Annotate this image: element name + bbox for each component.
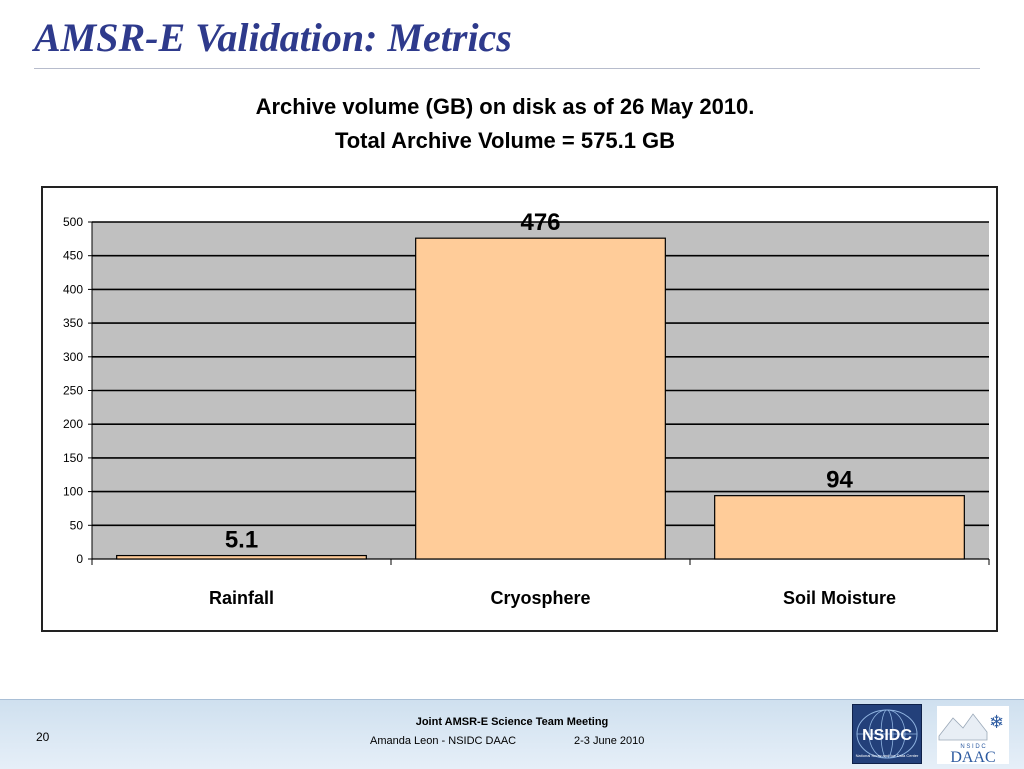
data-label: 476 bbox=[520, 209, 560, 236]
y-tick-label: 200 bbox=[63, 417, 83, 431]
chart-subtitle-line1: Archive volume (GB) on disk as of 26 May… bbox=[255, 94, 755, 119]
slide-title: AMSR-E Validation: Metrics bbox=[34, 15, 512, 60]
y-tick-label: 300 bbox=[63, 350, 83, 364]
bar-chart: 0 50 100 150 200 250 300 350 400 450 500 5.1 Rainfal… bbox=[63, 209, 990, 608]
y-tick-label: 0 bbox=[76, 552, 83, 566]
y-tick-label: 500 bbox=[63, 215, 83, 229]
snowflake-icon: ❄ bbox=[989, 712, 1004, 733]
bar-cryosphere bbox=[415, 237, 666, 560]
slide-footer: 20 Joint AMSR-E Science Team Meeting Ama… bbox=[0, 699, 1024, 769]
x-category-label: Cryosphere bbox=[490, 588, 590, 608]
nsidc-logo: NSIDC National Snow and Ice Data Center bbox=[852, 704, 922, 764]
chart-subtitle-line2: Total Archive Volume = 575.1 GB bbox=[334, 128, 676, 153]
y-tick-label: 250 bbox=[63, 384, 83, 398]
presenter-name: Amanda Leon - NSIDC DAAC bbox=[370, 735, 517, 747]
nsidc-logo-text: NSIDC bbox=[862, 727, 912, 744]
daac-logo-text: DAAC bbox=[950, 749, 995, 764]
x-category-label: Soil Moisture bbox=[783, 588, 896, 608]
y-tick-label: 400 bbox=[63, 282, 83, 296]
data-label: 94 bbox=[826, 467, 853, 494]
page-number: 20 bbox=[36, 730, 50, 744]
bar-soil-moisture bbox=[714, 495, 965, 560]
y-tick-label: 100 bbox=[63, 485, 83, 499]
daac-logo-subtext: N S I D C bbox=[960, 744, 986, 750]
y-tick-label: 50 bbox=[70, 518, 84, 532]
nsidc-logo-subtext: National Snow and Ice Data Center bbox=[856, 753, 919, 758]
meeting-name: Joint AMSR-E Science Team Meeting bbox=[415, 716, 609, 728]
chart-frame: 0 50 100 150 200 250 300 350 400 450 500 5.1 Rainfal… bbox=[41, 186, 998, 632]
title-divider bbox=[34, 68, 980, 69]
data-label: 5.1 bbox=[225, 527, 258, 554]
y-tick-label: 450 bbox=[63, 249, 83, 263]
bar-rainfall bbox=[116, 554, 367, 560]
y-tick-label: 350 bbox=[63, 316, 83, 330]
x-category-label: Rainfall bbox=[209, 588, 274, 608]
meeting-date: 2-3 June 2010 bbox=[574, 735, 645, 747]
y-tick-label: 150 bbox=[63, 451, 83, 465]
daac-logo: ❄ N S I D C DAAC bbox=[937, 706, 1009, 764]
